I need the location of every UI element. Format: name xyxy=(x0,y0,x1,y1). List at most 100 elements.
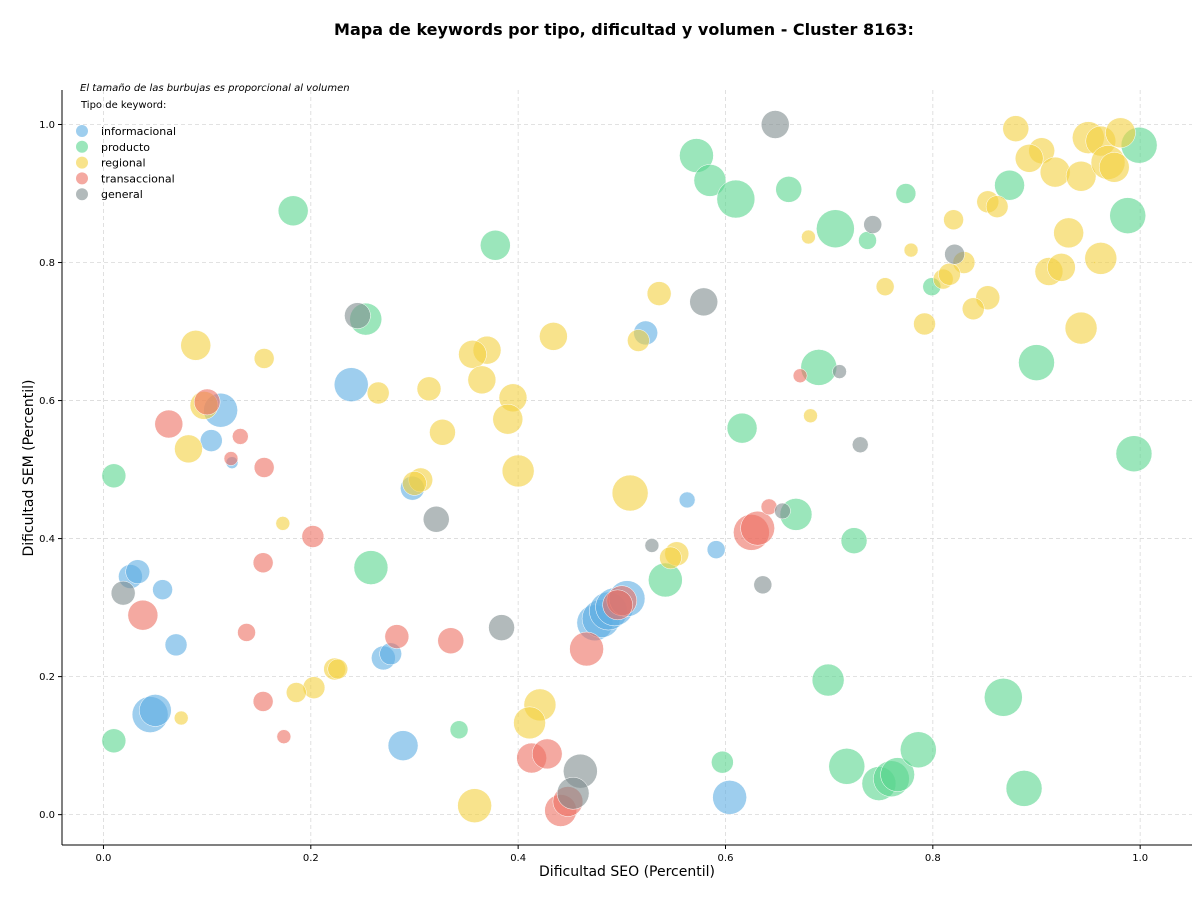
bubble-regional xyxy=(985,195,1009,218)
bubble-regional xyxy=(1047,253,1076,282)
legend-label-producto: producto xyxy=(101,141,150,154)
bubble-transaccional xyxy=(127,599,159,631)
bubble-regional xyxy=(501,454,535,488)
bubble-informacional xyxy=(152,579,173,600)
bubble-producto xyxy=(716,179,756,219)
bubble-regional xyxy=(302,676,326,699)
bubble-transaccional xyxy=(193,388,221,416)
bubble-transaccional xyxy=(569,631,604,667)
bubbles xyxy=(101,110,1158,827)
bubble-regional xyxy=(1002,115,1030,142)
legend-marker-producto xyxy=(76,140,88,153)
bubble-regional xyxy=(429,419,456,446)
legend-marker-general xyxy=(76,188,88,201)
bubble-regional xyxy=(659,546,682,570)
bubble-informacional xyxy=(712,780,747,815)
bubble-producto xyxy=(775,176,802,203)
y-tick-label: 0.4 xyxy=(39,534,55,545)
bubble-general xyxy=(852,436,869,453)
axes xyxy=(61,90,1192,846)
legend-marker-informacional xyxy=(76,125,88,137)
bubble-producto xyxy=(811,663,845,697)
y-tick-label: 0.8 xyxy=(39,258,55,269)
bubble-transaccional xyxy=(237,623,256,642)
legend-label-transaccional: transaccional xyxy=(101,172,175,185)
bubble-regional xyxy=(539,322,568,351)
bubble-producto xyxy=(1115,435,1153,472)
bubble-regional xyxy=(1053,217,1084,249)
bubble-producto xyxy=(800,349,838,386)
bubble-informacional xyxy=(200,429,223,452)
y-tick-label: 0.6 xyxy=(39,396,55,407)
bubble-general xyxy=(944,244,965,265)
bubble-regional xyxy=(875,277,895,296)
bubble-producto xyxy=(895,183,917,204)
bubble-regional xyxy=(174,434,203,464)
chart-title: Mapa de keywords por tipo, dificultad y … xyxy=(334,20,914,39)
bubble-informacional xyxy=(139,694,172,727)
bubble-regional xyxy=(943,209,964,230)
legend-label-general: general xyxy=(101,188,143,201)
bubble-regional xyxy=(1039,156,1071,188)
bubble-regional xyxy=(903,242,919,258)
bubble-regional xyxy=(1014,144,1044,173)
bubble-general xyxy=(488,614,515,641)
bubble-regional xyxy=(801,229,816,245)
bubble-producto xyxy=(277,195,309,227)
bubble-transaccional xyxy=(232,428,249,445)
bubble-producto xyxy=(900,731,937,769)
bubble-regional xyxy=(180,330,211,361)
bubble-regional xyxy=(1105,117,1136,149)
bubble-regional xyxy=(513,706,546,740)
bubble-producto xyxy=(1018,344,1055,381)
bubble-regional xyxy=(803,408,818,423)
bubble-general xyxy=(689,287,718,317)
bubble-regional xyxy=(402,471,427,496)
bubble-transaccional xyxy=(740,510,775,546)
y-axis-label: Dificultad SEM (Percentil) xyxy=(21,380,37,557)
bubble-producto xyxy=(994,169,1025,201)
bubble-regional xyxy=(611,474,649,512)
bubble-regional xyxy=(327,658,349,680)
bubble-regional xyxy=(1098,152,1130,183)
bubble-producto xyxy=(816,209,855,248)
bubble-informacional xyxy=(678,491,696,509)
bubble-informacional xyxy=(333,367,369,402)
bubble-regional xyxy=(275,516,291,531)
bubble-general xyxy=(753,575,773,595)
bubble-size-note: El tamaño de las burbujas es proporciona… xyxy=(80,83,350,94)
bubble-general xyxy=(863,215,882,234)
bubble-producto xyxy=(480,230,511,261)
bubble-regional xyxy=(366,381,390,405)
bubble-producto xyxy=(984,678,1023,717)
bubble-producto xyxy=(726,412,758,444)
bubble-regional xyxy=(962,297,985,321)
bubble-regional xyxy=(627,329,650,352)
x-tick-label: 0.6 xyxy=(718,853,734,864)
bubble-producto xyxy=(711,750,734,774)
bubble-general xyxy=(760,110,790,139)
bubble-transaccional xyxy=(276,729,292,744)
bubble-transaccional xyxy=(384,624,410,649)
bubble-producto xyxy=(449,720,469,739)
bubble-producto xyxy=(648,562,683,598)
bubble-regional xyxy=(286,682,307,703)
bubble-general xyxy=(832,364,847,379)
bubble-transaccional xyxy=(253,457,275,478)
y-tick-label: 0.2 xyxy=(39,672,55,683)
legend: Tipo de keyword: informacional producto re… xyxy=(76,100,176,201)
bubble-regional xyxy=(1065,161,1097,192)
y-tick-label: 1.0 xyxy=(39,120,55,131)
bubble-producto xyxy=(840,527,868,554)
x-tick-label: 0.0 xyxy=(96,853,112,864)
bubble-informacional xyxy=(387,730,419,761)
legend-title: Tipo de keyword: xyxy=(80,100,166,111)
bubble-transaccional xyxy=(792,368,808,383)
ticks: 0.0 0.2 0.4 0.6 0.8 1.0 0.0 0.2 0.4 0.6 0.8 1.0 xyxy=(39,120,1148,864)
bubble-transaccional xyxy=(252,691,274,712)
bubble-transaccional xyxy=(252,552,274,573)
bubble-regional xyxy=(492,403,524,435)
bubble-producto xyxy=(101,463,127,489)
bubble-producto xyxy=(1109,197,1146,234)
